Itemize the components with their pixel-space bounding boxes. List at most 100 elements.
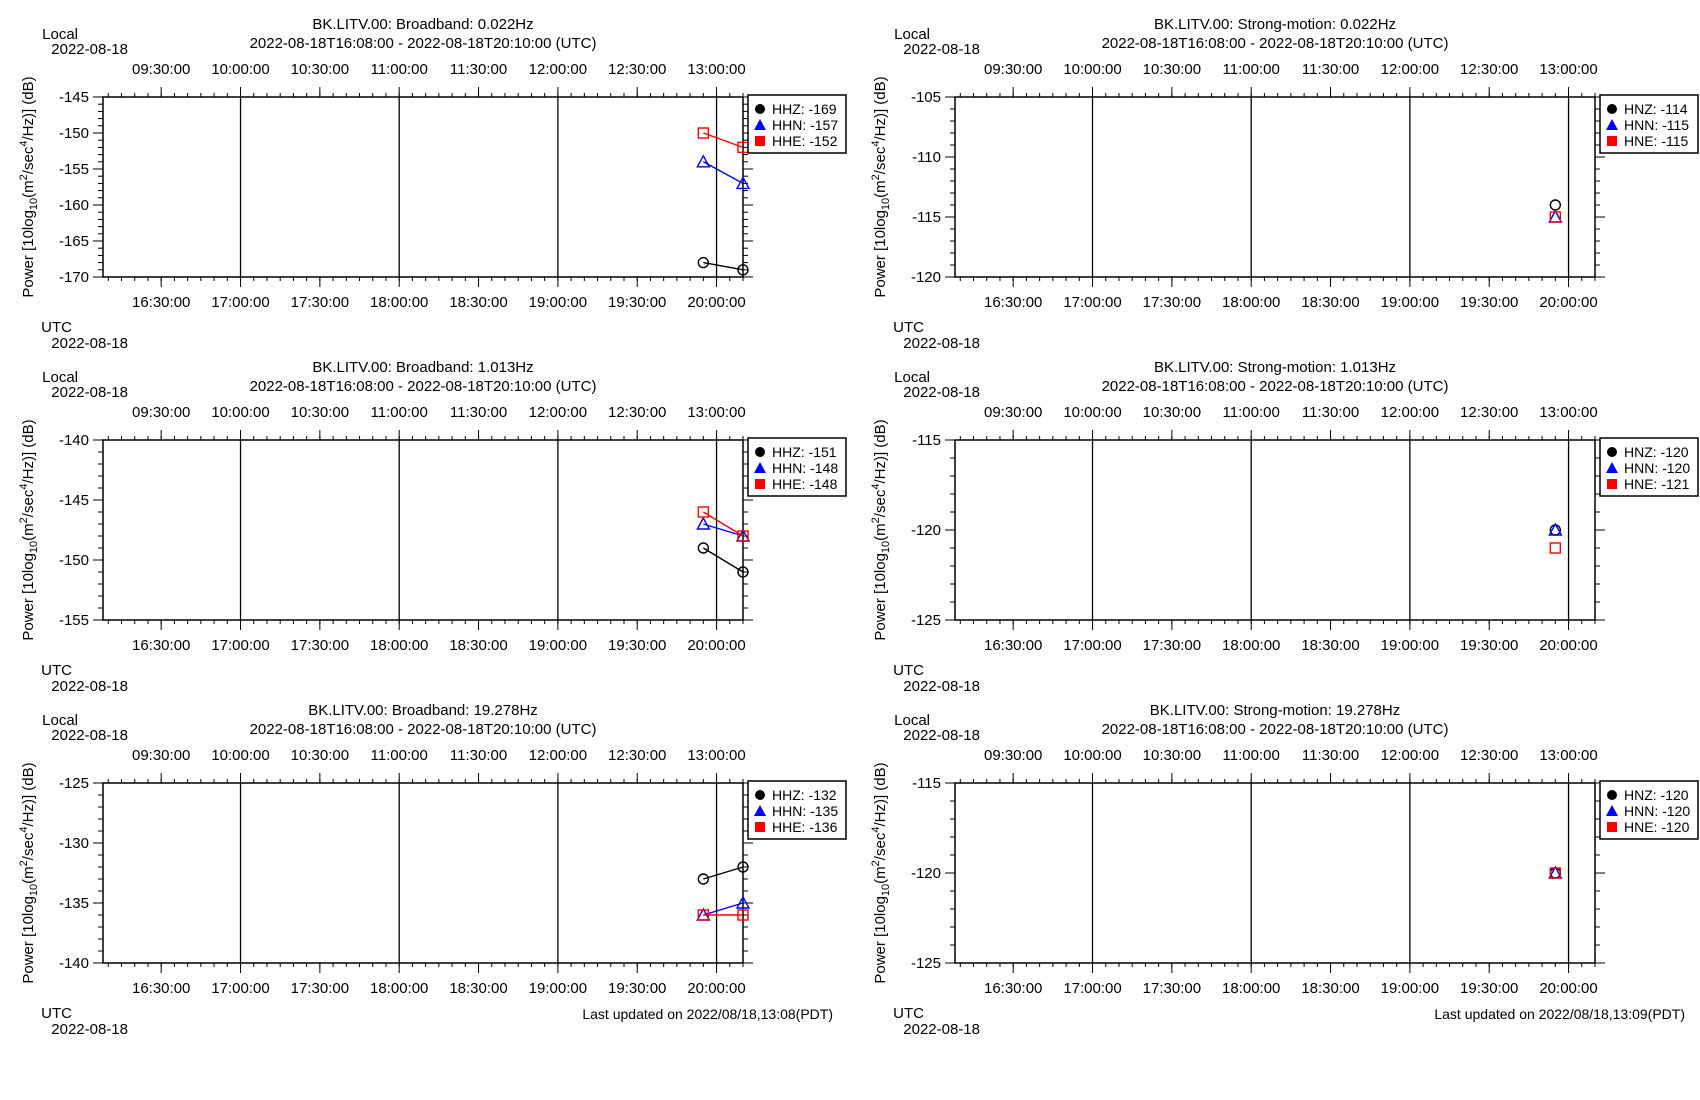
y-axis-label-part: 10 <box>880 541 892 553</box>
local-date-label: 2022-08-18 <box>903 41 980 58</box>
y-tick-label: -125 <box>59 775 89 792</box>
y-axis-label-part: (m <box>20 866 37 884</box>
legend-marker-hhe <box>755 822 765 832</box>
x-tick-label-utc: 17:00:00 <box>211 980 269 997</box>
x-tick-label-local: 11:30:00 <box>450 61 507 78</box>
y-axis-label-part: 10 <box>880 884 892 896</box>
y-axis-label-part: 2 <box>18 517 30 523</box>
x-tick-label-utc: 20:00:00 <box>687 637 745 654</box>
x-tick-label-local: 12:00:00 <box>1381 404 1439 421</box>
y-axis-label-part: 10 <box>880 198 892 210</box>
data-point-hhn <box>735 175 751 190</box>
utc-date-label: 2022-08-18 <box>903 678 980 695</box>
x-tick-label-utc: 17:30:00 <box>1143 294 1201 311</box>
x-tick-label-local: 10:00:00 <box>211 61 269 78</box>
plot-frame <box>102 439 744 621</box>
x-tick-label-utc: 16:30:00 <box>984 980 1042 997</box>
x-tick-label-local: 13:00:00 <box>1539 404 1597 421</box>
y-tick-label: -110 <box>912 149 941 166</box>
x-tick-label-utc: 20:00:00 <box>1539 294 1597 311</box>
local-date-label: 2022-08-18 <box>51 41 128 58</box>
data-point-hhz <box>737 264 749 276</box>
x-tick-label-local: 12:30:00 <box>608 747 666 764</box>
psd-panel-3: BK.LITV.00: Broadband: 1.013Hz 2022-08-18… <box>18 359 847 695</box>
local-label: Local <box>894 369 930 386</box>
panel-title: BK.LITV.00: Broadband: 19.278Hz <box>308 702 538 719</box>
y-axis-label-part: /sec <box>872 489 889 517</box>
x-tick-label-local: 10:30:00 <box>291 61 349 78</box>
x-tick-label-utc: 20:00:00 <box>1539 637 1597 654</box>
y-axis-label-part: /Hz)] (dB) <box>20 419 37 483</box>
x-tick-label-utc: 19:00:00 <box>1381 637 1439 654</box>
x-tick-label-utc: 17:30:00 <box>291 980 349 997</box>
y-tick-label: -160 <box>59 197 89 214</box>
y-tick-label: -165 <box>59 233 89 250</box>
y-axis-label-part: /Hz)] (dB) <box>20 76 37 140</box>
y-axis-label-part: (m <box>872 866 889 884</box>
panel-time-range: 2022-08-18T16:08:00 - 2022-08-18T20:10:0… <box>250 35 597 52</box>
utc-date-label: 2022-08-18 <box>903 335 980 352</box>
y-tick-label: -170 <box>59 269 89 286</box>
local-label: Local <box>42 712 78 729</box>
data-point-hhe <box>697 909 710 921</box>
series-hhn <box>696 895 751 921</box>
y-tick-label: -125 <box>911 955 941 972</box>
x-tick-label-local: 12:00:00 <box>529 404 587 421</box>
x-tick-label-local: 12:00:00 <box>1381 61 1439 78</box>
series-hne <box>1549 867 1562 879</box>
x-tick-label-utc: 18:30:00 <box>1301 637 1359 654</box>
x-tick-label-local: 12:30:00 <box>1460 747 1518 764</box>
series-hhz <box>697 542 749 578</box>
data-point-hhz <box>697 873 710 885</box>
series-line-hhz <box>703 261 744 271</box>
y-tick-label: -145 <box>59 492 89 509</box>
x-tick-label-local: 11:00:00 <box>1223 747 1280 764</box>
plot-frame <box>102 782 744 964</box>
psd-panel-1: BK.LITV.00: Broadband: 0.022Hz 2022-08-18… <box>18 16 847 352</box>
legend-marker-hne <box>1607 479 1617 489</box>
x-tick-label-utc: 16:30:00 <box>132 637 190 654</box>
local-label: Local <box>42 26 78 43</box>
x-tick-label-local: 11:30:00 <box>450 404 507 421</box>
legend-entry: HHN: -157 <box>772 117 838 133</box>
x-tick-label-utc: 19:00:00 <box>529 294 587 311</box>
x-tick-label-local: 10:30:00 <box>1143 61 1201 78</box>
legend-entry: HNN: -115 <box>1624 117 1689 133</box>
x-tick-label-local: 13:00:00 <box>687 747 745 764</box>
x-tick-label-local: 09:30:00 <box>984 404 1042 421</box>
y-axis-label-part: 4 <box>870 827 882 833</box>
x-tick-label-utc: 19:30:00 <box>608 294 666 311</box>
data-point-hhe <box>737 530 749 542</box>
legend-entry: HNN: -120 <box>1624 803 1690 819</box>
local-date-label: 2022-08-18 <box>51 384 128 401</box>
x-tick-label-local: 11:00:00 <box>1223 404 1280 421</box>
y-tick-label: -120 <box>911 522 941 539</box>
x-tick-label-utc: 19:30:00 <box>608 637 666 654</box>
y-tick-label: -150 <box>59 552 89 569</box>
psd-panel-5: BK.LITV.00: Broadband: 19.278Hz 2022-08-1… <box>18 702 847 1038</box>
legend-marker-hnn <box>1606 119 1618 130</box>
local-label: Local <box>894 712 930 729</box>
y-axis-label-part: /Hz)] (dB) <box>872 762 889 826</box>
y-tick-label: -145 <box>59 89 89 106</box>
data-point-hne <box>1549 867 1562 879</box>
y-tick-label: -140 <box>59 432 89 449</box>
psd-panel-6: BK.LITV.00: Strong-motion: 19.278Hz 2022-… <box>870 702 1699 1038</box>
series-line-hhn <box>703 523 744 537</box>
data-point-hnz <box>1549 199 1562 211</box>
x-tick-label-local: 13:00:00 <box>687 61 745 78</box>
series-hhn <box>696 516 751 542</box>
y-tick-label: -115 <box>912 775 941 792</box>
x-tick-label-utc: 17:00:00 <box>1063 637 1121 654</box>
y-tick-label: -125 <box>911 612 941 629</box>
x-tick-label-utc: 19:30:00 <box>1460 637 1518 654</box>
data-point-hhz <box>697 542 710 554</box>
x-tick-label-utc: 17:30:00 <box>291 294 349 311</box>
panel-title: BK.LITV.00: Strong-motion: 0.022Hz <box>1154 16 1396 33</box>
y-axis-label-part: Power [10log <box>20 553 37 641</box>
